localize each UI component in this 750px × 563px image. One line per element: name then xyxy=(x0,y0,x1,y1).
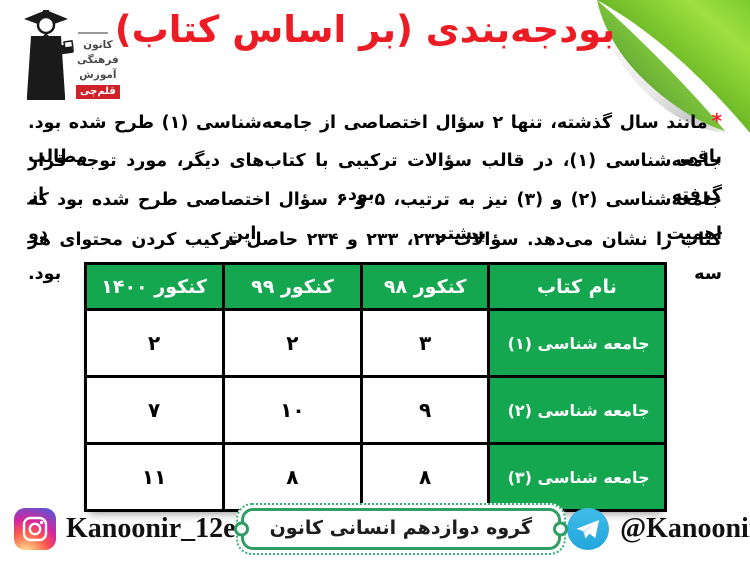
logo-divider xyxy=(78,32,108,34)
paragraph-line: کتاب را نشان می‌دهد. سؤالات ۲۳۲، ۲۳۳ و ۲… xyxy=(28,223,722,284)
group-name-badge: گروه دوازدهم انسانی کانون xyxy=(233,503,569,555)
table-cell-value: ۸ xyxy=(221,442,363,512)
instagram-icon xyxy=(14,508,56,550)
table-header-konkur-1400: کنکور ۱۴۰۰ xyxy=(83,262,225,311)
paragraph-line-text: جامعه‌شناسی (۲) و (۳) نیز به ترتیب، ۵ و … xyxy=(28,190,722,244)
table-cell-book: جامعه شناسی (۲) xyxy=(487,375,667,445)
intro-paragraph: *مانند سال گذشته، تنها ۲ سؤال اختصاصی از… xyxy=(28,104,723,284)
telegram-handle-group[interactable]: @Kanoonir_e xyxy=(566,507,750,551)
paragraph-line: جامعه‌شناسی (۱)، در قالب سؤالات ترکیبی ب… xyxy=(28,144,722,205)
page-title: بودجه‌بندی (بر اساس کتاب) xyxy=(114,8,617,51)
instagram-handle-text: Kanoonir_12e xyxy=(66,513,236,544)
badge-dot-left xyxy=(233,521,249,537)
table-cell-value: ۳ xyxy=(359,308,491,378)
table-cell-value: ۱۱ xyxy=(83,442,225,512)
paragraph-line: جامعه‌شناسی (۲) و (۳) نیز به ترتیب، ۵ و … xyxy=(28,183,722,244)
telegram-handle-text: @Kanoonir_e xyxy=(620,513,750,544)
paragraph-line-text: مانند سال گذشته، تنها ۲ سؤال اختصاصی از … xyxy=(28,113,722,167)
logo-word-kanoon: کانون xyxy=(83,39,113,51)
table-cell-book: جامعه شناسی (۳) xyxy=(487,442,667,512)
badge-dot-right xyxy=(553,521,569,537)
telegram-icon xyxy=(567,508,610,550)
table-cell-value: ۲ xyxy=(221,308,363,378)
asterisk-marker: * xyxy=(711,109,723,133)
group-name-text: گروه دوازدهم انسانی کانون xyxy=(240,508,562,550)
budget-table: نام کتاب کنکور ۹۸ کنکور ۹۹ کنکور ۱۴۰۰ جا… xyxy=(83,262,667,512)
table-header-book: نام کتاب xyxy=(487,262,667,311)
budget-table-wrapper: نام کتاب کنکور ۹۸ کنکور ۹۹ کنکور ۱۴۰۰ جا… xyxy=(0,262,750,512)
paragraph-line-text: جامعه‌شناسی (۱)، در قالب سؤالات ترکیبی ب… xyxy=(28,150,722,205)
table-cell-book: جامعه شناسی (۱) xyxy=(487,308,667,378)
table-row: جامعه شناسی (۱) ۳ ۲ ۲ xyxy=(83,308,667,378)
table-cell-value: ۲ xyxy=(83,308,225,378)
table-row: جامعه شناسی (۲) ۹ ۱۰ ۷ xyxy=(83,375,667,445)
footer: Kanoonir_12e گروه دوازدهم انسانی کانون @… xyxy=(0,501,750,557)
table-header-konkur-99: کنکور ۹۹ xyxy=(221,262,363,311)
kanoon-logo: کانون فرهنگی آموزش قلم‌چی xyxy=(18,6,126,102)
table-row: جامعه شناسی (۳) ۸ ۸ ۱۱ xyxy=(83,442,667,512)
paragraph-line: *مانند سال گذشته، تنها ۲ سؤال اختصاصی از… xyxy=(28,104,723,167)
table-cell-value: ۷ xyxy=(83,375,225,445)
table-cell-value: ۹ xyxy=(359,375,491,445)
table-header-row: نام کتاب کنکور ۹۸ کنکور ۹۹ کنکور ۱۴۰۰ xyxy=(83,262,667,311)
instagram-handle-group[interactable]: Kanoonir_12e xyxy=(14,508,236,550)
logo-word-amoozesh: آموزش xyxy=(79,69,117,81)
logo-text-block: کانون فرهنگی آموزش قلم‌چی xyxy=(76,6,120,102)
table-header-konkur-98: کنکور ۹۸ xyxy=(359,262,491,311)
logo-badge-ghalamchi: قلم‌چی xyxy=(76,85,120,99)
logo-word-farhangi: فرهنگی xyxy=(77,54,119,66)
table-cell-value: ۱۰ xyxy=(221,375,363,445)
graduate-figure-icon xyxy=(24,10,74,100)
